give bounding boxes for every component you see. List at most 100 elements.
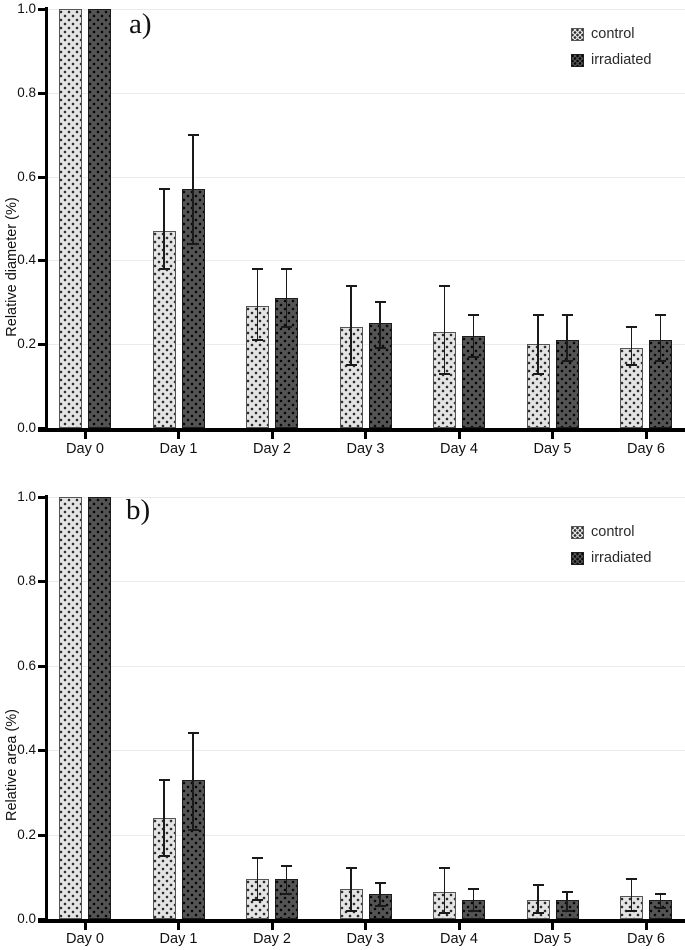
y-tick-label: 0.2 — [17, 336, 36, 351]
y-tick — [38, 749, 46, 752]
x-category-label: Day 5 — [533, 441, 572, 457]
x-category-label: Day 1 — [159, 441, 198, 457]
y-tick-label: 1.0 — [17, 489, 36, 504]
error-bar-cap-top — [281, 865, 292, 868]
error-bar-cap-top — [158, 778, 170, 781]
x-axis-line — [38, 428, 685, 432]
y-tick-label: 0.8 — [17, 85, 36, 100]
error-bar-cap-bottom — [561, 909, 573, 912]
error-bar-cap-top — [626, 877, 637, 880]
y-tick — [38, 8, 46, 11]
bar-irradiated-day-4 — [462, 335, 485, 428]
plot-area-b: 1.0 0.8 0.6 0.4 0.2 0.0 Day 0 Day 1 Day 2 Day 3 Da… — [0, 475, 685, 950]
gridline — [48, 835, 685, 836]
error-bar-cap-bottom — [655, 907, 666, 910]
error-bar-line — [659, 893, 662, 909]
x-tick — [364, 923, 367, 930]
error-bar-cap-top — [626, 326, 637, 329]
legend-label-control: control — [591, 26, 635, 42]
irradiated-swatch-icon — [571, 53, 584, 67]
error-bar-cap-bottom — [281, 892, 292, 895]
bar-control-day-4 — [433, 331, 456, 428]
bar-irradiated-day-6 — [649, 900, 672, 919]
x-tick — [177, 923, 180, 930]
gridline — [48, 750, 685, 751]
error-bar-cap-top — [158, 188, 170, 191]
error-bar-cap-top — [374, 301, 386, 304]
error-bar-cap-top — [187, 133, 199, 136]
x-category-label: Day 6 — [627, 931, 665, 947]
x-category-label: Day 1 — [159, 931, 198, 947]
error-bar-cap-top — [532, 884, 544, 887]
error-bar-cap-top — [252, 856, 263, 859]
x-category-label: Day 0 — [66, 931, 104, 947]
error-bar-line — [379, 302, 381, 349]
x-category-label: Day 2 — [253, 441, 291, 457]
error-bar-line — [443, 285, 446, 374]
gridline — [48, 497, 685, 498]
x-tick — [83, 432, 87, 439]
gridline — [48, 93, 685, 94]
x-tick — [551, 432, 554, 439]
error-bar-line — [659, 314, 662, 361]
panel-a: 1.0 0.8 0.6 0.4 0.2 0.0 Day 0 Day 1 Day 2 Day 3 Da… — [4, 1, 685, 457]
y-axis-title-a: Relative diameter (%) — [4, 197, 20, 337]
x-category-label: Day 4 — [440, 441, 478, 457]
error-bar-cap-top — [187, 732, 199, 735]
error-bar-cap-top — [281, 267, 292, 270]
y-tick — [38, 176, 46, 179]
legend-b: control irradiated — [571, 524, 651, 566]
error-bar-line — [379, 883, 381, 907]
bar-control-day-1 — [152, 231, 176, 428]
y-tick-label: 0.6 — [17, 169, 36, 184]
x-tick — [83, 923, 87, 930]
error-bar-line — [537, 885, 539, 913]
error-bar-cap-bottom — [281, 326, 292, 329]
bar-control-day-0 — [59, 497, 82, 919]
y-tick — [38, 580, 46, 583]
legend-label-control: control — [591, 524, 635, 540]
control-swatch-icon — [571, 27, 584, 41]
error-bar-cap-bottom — [626, 364, 637, 367]
bar-irradiated-day-1 — [181, 189, 205, 428]
error-bar-cap-top — [439, 867, 450, 870]
y-tick — [38, 918, 46, 921]
bar-irradiated-day-3 — [368, 323, 392, 428]
y-axis-line — [45, 495, 48, 923]
error-bar-cap-top — [468, 888, 479, 891]
error-bar-cap-bottom — [252, 339, 263, 341]
error-bar-cap-top — [345, 867, 357, 870]
y-tick-label: 0.8 — [17, 573, 36, 588]
x-tick — [177, 432, 180, 439]
error-bar-cap-top — [655, 313, 666, 316]
error-bar-cap-bottom — [532, 911, 544, 914]
y-tick — [38, 496, 46, 499]
y-tick — [38, 259, 46, 262]
x-tick — [551, 923, 554, 930]
error-bar-cap-bottom — [468, 909, 479, 912]
error-bar-cap-bottom — [626, 909, 637, 912]
y-tick-label: 1.0 — [17, 1, 36, 16]
error-bar-line — [285, 268, 288, 328]
bar-irradiated-day-2 — [275, 878, 298, 919]
error-bar-cap-bottom — [655, 359, 666, 362]
x-tick — [270, 923, 274, 930]
bar-control-day-0 — [59, 9, 82, 428]
error-bar-cap-top — [374, 882, 386, 885]
gridline — [48, 260, 685, 261]
y-tick-label: 0.2 — [17, 827, 36, 842]
error-bar-cap-bottom — [532, 372, 544, 375]
error-bar-line — [285, 866, 288, 894]
x-category-label: Day 6 — [627, 441, 665, 457]
legend-item-irradiated: irradiated — [571, 550, 651, 566]
gridline — [48, 581, 685, 582]
error-bar-cap-bottom — [439, 372, 450, 375]
gridline — [48, 177, 685, 178]
error-bar-cap-bottom — [158, 854, 170, 857]
error-bar-cap-top — [439, 284, 450, 287]
panel-b: 1.0 0.8 0.6 0.4 0.2 0.0 Day 0 Day 1 Day 2 Day 3 Da… — [0, 475, 685, 950]
irradiated-swatch-icon — [571, 551, 584, 565]
error-bar-cap-bottom — [374, 347, 386, 350]
error-bar-line — [630, 327, 633, 366]
